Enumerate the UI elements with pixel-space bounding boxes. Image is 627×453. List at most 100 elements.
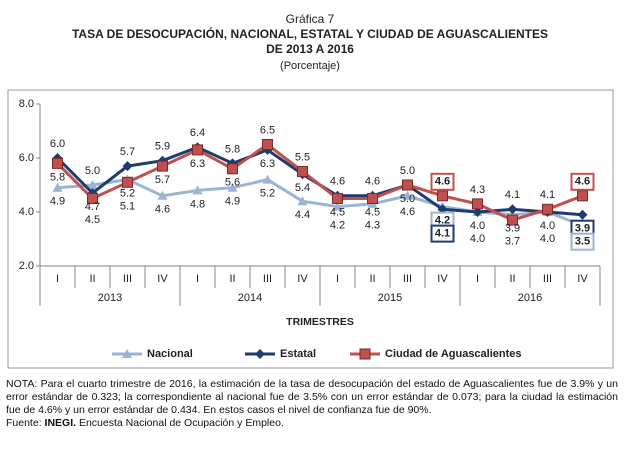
legend-marker — [255, 349, 265, 359]
data-label: 5.1 — [120, 201, 135, 213]
source-prefix: Fuente: — [6, 417, 42, 429]
y-tick-label: 6.0 — [19, 152, 34, 164]
data-label: 4.0 — [470, 220, 485, 232]
data-label: 4.2 — [435, 215, 450, 227]
data-label: 3.9 — [575, 223, 590, 235]
data-point — [577, 190, 588, 202]
x-tick-label: IV — [157, 273, 168, 285]
data-label: 4.9 — [50, 196, 65, 208]
data-label: 4.1 — [540, 189, 555, 201]
data-point — [122, 176, 133, 188]
unit-label: (Porcentaje) — [280, 60, 340, 72]
data-point — [402, 190, 413, 200]
data-label: 3.5 — [575, 236, 590, 248]
data-point — [507, 214, 518, 226]
data-point — [192, 185, 203, 195]
x-tick-label: IV — [577, 273, 588, 285]
series-line — [56, 142, 584, 222]
data-point — [87, 193, 98, 204]
label-box — [430, 172, 455, 191]
data-point — [227, 163, 238, 175]
x-tick-label: III — [543, 273, 552, 285]
data-label: 5.7 — [155, 174, 170, 186]
legend-label: Ciudad de Aguascalientes — [385, 348, 522, 360]
data-label: 4.5 — [365, 206, 380, 218]
data-label: 4.6 — [330, 176, 345, 188]
data-label: 4.0 — [540, 220, 555, 232]
x-axis-title: TRIMESTRES — [286, 316, 354, 328]
data-point — [332, 201, 343, 211]
data-point — [87, 180, 98, 189]
data-label: 5.8 — [50, 171, 65, 183]
source-text: Encuesta Nacional de Ocupación y Empleo. — [78, 417, 284, 429]
data-point — [507, 204, 518, 215]
data-label: 5.5 — [295, 151, 310, 163]
y-tick-label: 4.0 — [19, 206, 34, 218]
chart-subtitle: TASA DE DESOCUPACIÓN, NACIONAL, ESTATAL … — [72, 26, 548, 41]
data-label: 4.9 — [225, 196, 240, 208]
y-tick-label: 8.0 — [19, 98, 34, 110]
x-tick-label: II — [229, 273, 235, 285]
chart-subtitle: DE 2013 A 2016 — [266, 42, 354, 56]
data-label: 5.0 — [85, 165, 100, 177]
x-tick-label: I — [476, 273, 479, 285]
data-label: 4.5 — [85, 214, 100, 226]
data-label: 4.3 — [470, 184, 485, 196]
legend-marker — [122, 349, 132, 358]
data-label: 4.7 — [85, 201, 100, 213]
label-box — [570, 232, 595, 251]
x-tick-label: II — [89, 273, 95, 285]
data-point — [297, 196, 308, 206]
x-tick-label: III — [263, 273, 272, 285]
data-point — [262, 174, 273, 184]
data-point — [367, 193, 378, 204]
data-label: 4.4 — [295, 209, 310, 221]
x-tick-label: II — [369, 273, 375, 285]
data-point — [227, 182, 238, 192]
data-point — [52, 182, 63, 192]
note: NOTA: Para el cuarto trimestre de 2016, … — [6, 378, 618, 416]
chart-frame — [7, 89, 614, 369]
data-label: 5.7 — [120, 146, 135, 158]
data-label: 5.8 — [225, 143, 240, 155]
data-label: 4.8 — [190, 198, 205, 210]
data-point — [192, 144, 203, 156]
x-tick-label: II — [509, 273, 515, 285]
data-label: 4.1 — [505, 189, 520, 201]
group-label: 2016 — [518, 292, 542, 304]
data-point — [577, 209, 588, 220]
label-box — [430, 224, 455, 243]
data-label: 5.0 — [400, 165, 415, 177]
chart-title: Gráfica 7 — [286, 12, 335, 26]
x-tick-label: IV — [297, 273, 308, 285]
data-point — [542, 203, 553, 215]
x-tick-label: III — [123, 273, 132, 285]
legend-label: Estatal — [280, 348, 316, 360]
data-point — [472, 198, 483, 210]
data-label: 6.3 — [260, 158, 275, 170]
data-label: 4.2 — [330, 219, 345, 231]
data-point — [402, 179, 413, 191]
source: Fuente: INEGI. Encuesta Nacional de Ocup… — [6, 417, 618, 430]
legend-marker — [359, 348, 371, 360]
data-label: 4.6 — [400, 206, 415, 218]
data-label: 6.0 — [50, 138, 65, 150]
data-label: 4.5 — [330, 206, 345, 218]
data-label: 4.0 — [470, 233, 485, 245]
data-point — [472, 207, 483, 217]
data-label: 6.4 — [190, 127, 205, 139]
data-point — [157, 160, 168, 172]
data-label: 3.9 — [505, 223, 520, 235]
data-point — [297, 166, 308, 177]
data-point — [332, 193, 343, 204]
y-tick-label: 2.0 — [19, 260, 34, 272]
data-label: 5.6 — [225, 177, 240, 189]
data-label: 4.6 — [575, 176, 590, 188]
x-tick-label: I — [196, 273, 199, 285]
data-label: 4.6 — [155, 204, 170, 216]
x-tick-label: I — [56, 273, 59, 285]
source-org: INEGI. — [44, 417, 77, 429]
data-label: 4.1 — [435, 228, 450, 240]
legend-label: Nacional — [147, 348, 193, 360]
